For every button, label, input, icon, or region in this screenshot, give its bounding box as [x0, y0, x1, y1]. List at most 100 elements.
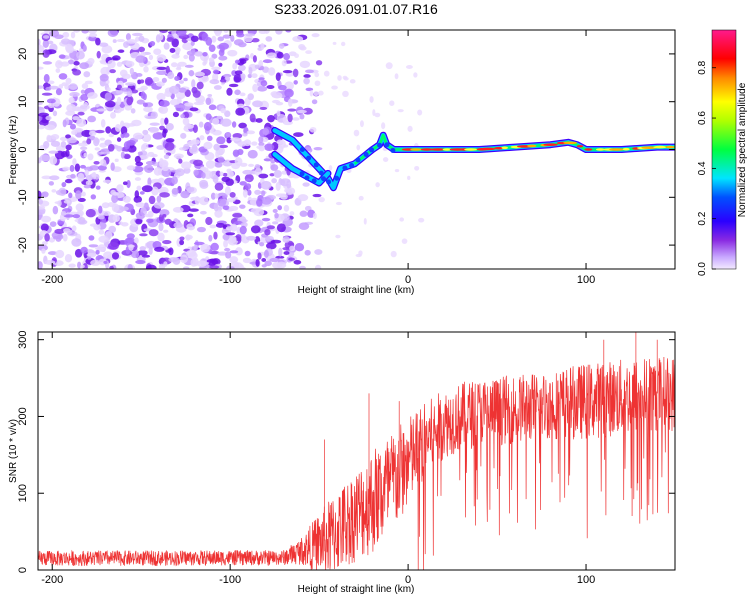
noise-point: [45, 86, 52, 91]
noise-point: [159, 192, 170, 198]
noise-point: [72, 69, 82, 76]
noise-point: [38, 244, 48, 252]
signal-peak-point: [501, 146, 508, 150]
noise-point: [369, 96, 374, 103]
noise-point: [229, 256, 239, 264]
noise-point: [79, 62, 90, 70]
noise-point: [342, 90, 349, 97]
noise-point: [80, 146, 88, 151]
noise-point: [136, 99, 145, 105]
noise-point: [271, 178, 278, 184]
noise-point: [71, 238, 82, 247]
noise-point: [214, 209, 223, 218]
noise-point: [263, 249, 269, 258]
noise-point: [120, 87, 132, 92]
noise-point: [234, 89, 241, 96]
noise-point: [353, 129, 360, 137]
noise-point: [141, 254, 151, 258]
noise-point: [258, 145, 265, 152]
colorbar-tick-label: 0.4: [697, 161, 708, 175]
noise-point: [135, 202, 145, 208]
noise-point: [194, 71, 205, 77]
noise-point: [299, 210, 308, 217]
noise-point: [133, 132, 143, 140]
noise-point: [102, 179, 112, 184]
signal-track-point: [369, 147, 375, 153]
noise-point: [356, 144, 361, 151]
noise-point: [159, 100, 170, 107]
noise-point: [38, 101, 43, 106]
noise-point: [47, 251, 58, 256]
noise-point: [126, 165, 136, 171]
snr-y-axis: 0 100 200 300: [17, 330, 675, 573]
noise-point: [188, 54, 195, 62]
noise-point: [164, 142, 175, 151]
noise-point: [215, 170, 221, 177]
x-tick-label: 0: [405, 274, 411, 286]
noise-point: [48, 102, 55, 109]
noise-point: [87, 153, 94, 161]
noise-point: [148, 247, 153, 255]
noise-point: [55, 88, 63, 96]
noise-point: [191, 79, 196, 89]
spectrogram-y-label: Frequency (Hz): [8, 116, 19, 185]
noise-point: [43, 73, 50, 83]
noise-point: [43, 30, 52, 33]
noise-point: [278, 84, 287, 91]
noise-point: [100, 66, 111, 76]
noise-point: [88, 244, 99, 248]
noise-point: [211, 53, 218, 59]
signal-peak-point: [429, 148, 446, 151]
noise-point: [67, 59, 74, 65]
noise-point: [155, 34, 161, 43]
noise-point: [39, 154, 51, 162]
noise-point: [45, 115, 52, 121]
noise-point: [98, 42, 109, 47]
noise-point: [136, 87, 146, 92]
noise-point: [217, 156, 225, 163]
noise-point: [247, 149, 258, 159]
noise-point: [262, 128, 270, 136]
noise-point: [163, 154, 170, 160]
noise-point: [120, 151, 125, 159]
noise-point: [244, 33, 256, 37]
noise-point: [261, 258, 267, 262]
noise-point: [294, 243, 305, 252]
noise-point: [86, 253, 97, 257]
noise-point: [250, 208, 261, 213]
noise-point: [275, 72, 281, 82]
noise-point: [47, 80, 55, 85]
noise-point: [282, 236, 290, 243]
noise-point: [220, 107, 227, 114]
signal-track-point: [311, 178, 317, 184]
noise-point: [114, 124, 122, 132]
noise-point: [314, 249, 323, 255]
noise-scatter: [38, 30, 425, 269]
noise-point: [60, 151, 68, 158]
noise-point: [61, 181, 67, 188]
signal-peak-point: [584, 148, 593, 151]
signal-track-point: [321, 176, 327, 182]
noise-point: [203, 56, 208, 65]
noise-point: [158, 105, 169, 114]
signal-track-point: [299, 146, 305, 152]
noise-point: [76, 118, 87, 128]
y-tick-label: 0: [17, 146, 29, 152]
noise-point: [38, 124, 46, 130]
noise-point: [165, 122, 174, 131]
noise-point: [200, 243, 211, 253]
noise-point: [87, 57, 95, 65]
noise-point: [155, 81, 165, 87]
noise-point: [167, 71, 175, 80]
noise-point: [108, 225, 117, 234]
noise-point: [171, 54, 180, 59]
noise-point: [233, 262, 240, 269]
noise-point: [267, 115, 275, 123]
noise-point: [166, 37, 174, 42]
noise-point: [229, 235, 237, 244]
noise-point: [417, 109, 423, 116]
noise-point: [48, 181, 54, 186]
noise-point: [194, 51, 203, 57]
noise-point: [314, 72, 320, 78]
noise-point: [38, 199, 43, 205]
